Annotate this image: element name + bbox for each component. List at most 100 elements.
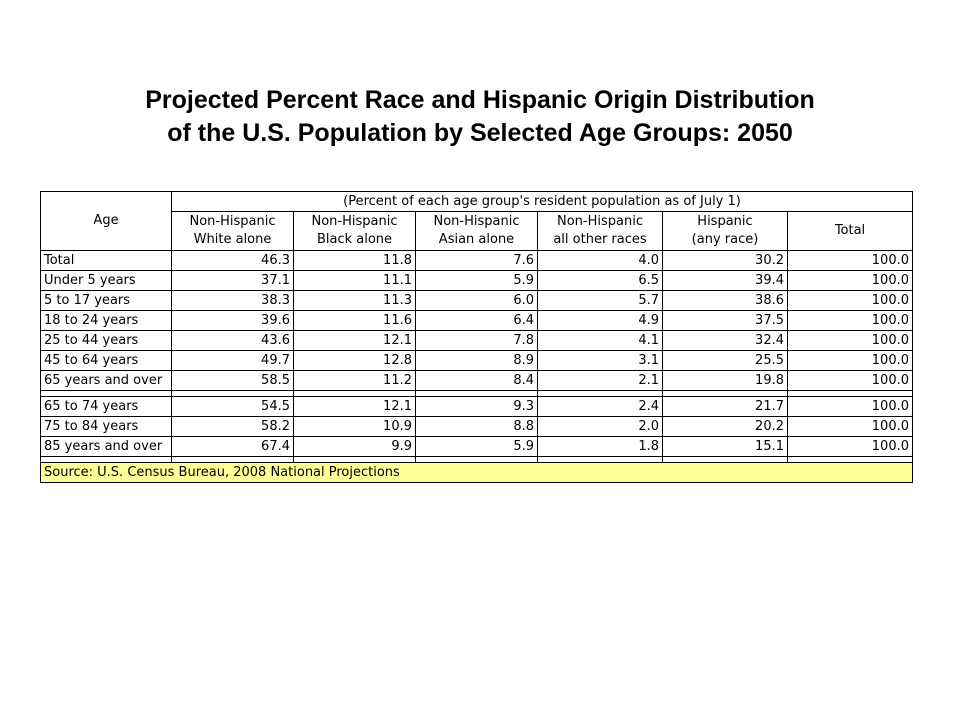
data-cell: 9.3 <box>415 396 538 417</box>
data-cell: 100.0 <box>787 310 913 331</box>
data-cell: 5.7 <box>537 290 663 311</box>
data-cell: 100.0 <box>787 290 913 311</box>
data-cell: 11.2 <box>293 370 416 391</box>
data-cell: 100.0 <box>787 416 913 437</box>
row-label: Total <box>40 250 172 271</box>
data-cell: 12.8 <box>293 350 416 371</box>
column-header-line: Hispanic <box>697 214 753 229</box>
data-cell: 11.3 <box>293 290 416 311</box>
data-cell: 3.1 <box>537 350 663 371</box>
column-header-line: Total <box>834 223 866 238</box>
data-cell: 58.5 <box>171 370 294 391</box>
data-cell: 30.2 <box>662 250 788 271</box>
data-cell: 100.0 <box>787 270 913 291</box>
column-header: Non-Hispanic all other races <box>537 211 663 251</box>
data-cell: 32.4 <box>662 330 788 351</box>
row-label: 45 to 64 years <box>40 350 172 371</box>
data-cell: 58.2 <box>171 416 294 437</box>
column-header: Non-Hispanic Black alone <box>293 211 416 251</box>
data-cell: 8.8 <box>415 416 538 437</box>
chart-title-line-1: Projected Percent Race and Hispanic Orig… <box>145 86 815 114</box>
data-cell: 11.8 <box>293 250 416 271</box>
row-label: 18 to 24 years <box>40 310 172 331</box>
row-label: 5 to 17 years <box>40 290 172 311</box>
column-header-line: White alone <box>193 232 272 247</box>
column-header-line: all other races <box>553 232 647 247</box>
column-header: Hispanic (any race) <box>662 211 788 251</box>
data-cell: 5.9 <box>415 270 538 291</box>
data-cell: 100.0 <box>787 250 913 271</box>
data-cell: 2.0 <box>537 416 663 437</box>
age-column-header: Age <box>40 191 172 251</box>
data-cell: 2.4 <box>537 396 663 417</box>
table-row: 65 years and over 58.5 11.2 8.4 2.1 19.8 100.0 <box>40 370 913 391</box>
row-label: 75 to 84 years <box>40 416 172 437</box>
data-cell: 38.3 <box>171 290 294 311</box>
table-row: 5 to 17 years 38.3 11.3 6.0 5.7 38.6 100.0 <box>40 290 913 311</box>
data-cell: 100.0 <box>787 330 913 351</box>
data-cell: 54.5 <box>171 396 294 417</box>
table-row: 45 to 64 years 49.7 12.8 8.9 3.1 25.5 100.0 <box>40 350 913 371</box>
data-cell: 100.0 <box>787 436 913 457</box>
data-cell: 25.5 <box>662 350 788 371</box>
data-cell: 6.0 <box>415 290 538 311</box>
data-cell: 43.6 <box>171 330 294 351</box>
data-cell: 2.1 <box>537 370 663 391</box>
column-header-line: (any race) <box>691 232 759 247</box>
data-cell: 10.9 <box>293 416 416 437</box>
column-header: Non-Hispanic Asian alone <box>415 211 538 251</box>
column-header: Non-Hispanic White alone <box>171 211 294 251</box>
data-cell: 67.4 <box>171 436 294 457</box>
data-cell: 19.8 <box>662 370 788 391</box>
chart-title: Projected Percent Race and Hispanic Orig… <box>0 84 960 150</box>
data-cell: 9.9 <box>293 436 416 457</box>
chart-title-line-2: of the U.S. Population by Selected Age G… <box>167 119 793 147</box>
data-table: Age (Percent of each age group's residen… <box>40 191 913 483</box>
spacer-row <box>40 390 913 397</box>
data-cell: 38.6 <box>662 290 788 311</box>
data-cell: 21.7 <box>662 396 788 417</box>
data-cell: 49.7 <box>171 350 294 371</box>
table-row: 65 to 74 years 54.5 12.1 9.3 2.4 21.7 100.0 <box>40 396 913 417</box>
column-header: Total <box>787 211 913 251</box>
data-cell: 39.4 <box>662 270 788 291</box>
column-header-line: Non-Hispanic <box>433 214 520 229</box>
data-cell: 4.1 <box>537 330 663 351</box>
table-row: 25 to 44 years 43.6 12.1 7.8 4.1 32.4 100.0 <box>40 330 913 351</box>
row-label: 65 years and over <box>40 370 172 391</box>
data-cell: 4.0 <box>537 250 663 271</box>
column-header-line: Non-Hispanic <box>311 214 398 229</box>
row-label: Under 5 years <box>40 270 172 291</box>
data-cell: 8.4 <box>415 370 538 391</box>
data-cell: 1.8 <box>537 436 663 457</box>
data-cell: 8.9 <box>415 350 538 371</box>
table-row: 18 to 24 years 39.6 11.6 6.4 4.9 37.5 100.0 <box>40 310 913 331</box>
data-cell: 11.6 <box>293 310 416 331</box>
data-cell: 12.1 <box>293 330 416 351</box>
table-row: Under 5 years 37.1 11.1 5.9 6.5 39.4 100.0 <box>40 270 913 291</box>
data-cell: 39.6 <box>171 310 294 331</box>
data-cell: 4.9 <box>537 310 663 331</box>
data-cell: 37.1 <box>171 270 294 291</box>
column-header-line: Black alone <box>316 232 393 247</box>
data-cell: 100.0 <box>787 370 913 391</box>
column-header-line: Non-Hispanic <box>557 214 643 229</box>
data-cell: 37.5 <box>662 310 788 331</box>
column-header-line: Non-Hispanic <box>189 214 276 229</box>
column-header-line: Asian alone <box>438 232 515 247</box>
data-cell: 7.8 <box>415 330 538 351</box>
source-row: Source: U.S. Census Bureau, 2008 Nationa… <box>40 462 913 483</box>
data-cell: 100.0 <box>787 396 913 417</box>
row-label: 65 to 74 years <box>40 396 172 417</box>
data-cell: 11.1 <box>293 270 416 291</box>
table-row: Total 46.3 11.8 7.6 4.0 30.2 100.0 <box>40 250 913 271</box>
row-label: 25 to 44 years <box>40 330 172 351</box>
table-row: 85 years and over 67.4 9.9 5.9 1.8 15.1 100.0 <box>40 436 913 457</box>
data-cell: 7.6 <box>415 250 538 271</box>
row-label: 85 years and over <box>40 436 172 457</box>
data-cell: 5.9 <box>415 436 538 457</box>
data-cell: 6.5 <box>537 270 663 291</box>
data-cell: 20.2 <box>662 416 788 437</box>
data-cell: 12.1 <box>293 396 416 417</box>
table-row: 75 to 84 years 58.2 10.9 8.8 2.0 20.2 100.0 <box>40 416 913 437</box>
